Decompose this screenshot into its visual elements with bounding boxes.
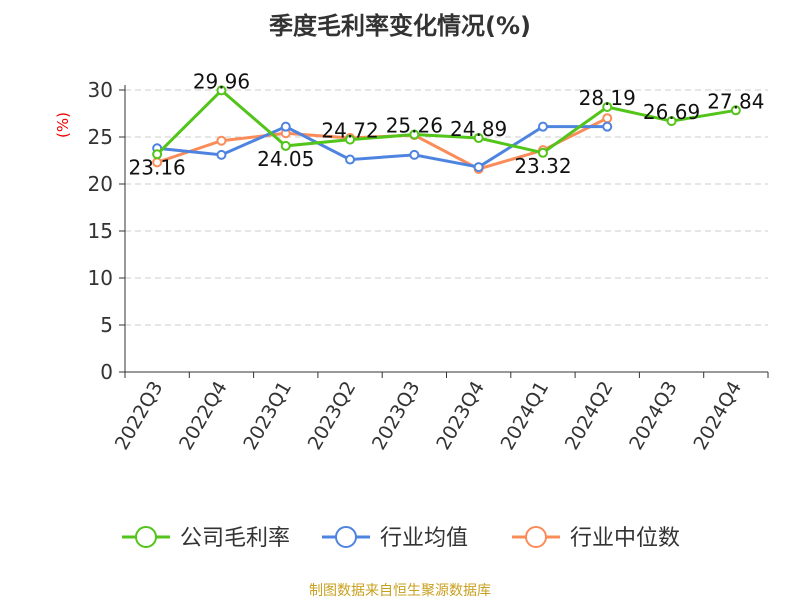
data-point — [602, 113, 613, 124]
data-point — [537, 121, 548, 132]
source-footer: 制图数据来自恒生聚源数据库 — [309, 583, 491, 599]
data-point — [537, 147, 548, 158]
data-point — [280, 121, 291, 132]
data-label: 23.16 — [129, 155, 186, 179]
data-label: 26.69 — [643, 100, 700, 124]
x-tick-label: 2023Q4 — [432, 378, 489, 454]
data-point — [473, 162, 484, 173]
data-label: 28.19 — [579, 86, 636, 110]
legend-label: 公司毛利率 — [180, 526, 290, 551]
data-label: 29.96 — [193, 69, 250, 93]
data-label: 23.32 — [514, 154, 571, 178]
x-tick-label: 2023Q2 — [304, 378, 361, 454]
x-tick-label: 2022Q4 — [175, 378, 232, 454]
data-label: 24.05 — [257, 147, 314, 171]
x-tick-label: 2023Q3 — [368, 378, 425, 454]
data-point — [152, 149, 163, 160]
data-point — [602, 121, 613, 132]
y-tick-label: 10 — [88, 266, 113, 290]
legend-label: 行业中位数 — [570, 526, 680, 551]
y-tick-label: 5 — [100, 313, 113, 337]
data-point — [666, 116, 677, 127]
chart-title: 季度毛利率变化情况(%) — [269, 12, 531, 40]
x-tick-label: 2024Q3 — [625, 378, 682, 454]
x-tick-label: 2023Q1 — [239, 378, 296, 454]
x-tick-label: 2024Q2 — [561, 378, 618, 454]
data-point — [602, 102, 613, 113]
data-point — [345, 154, 356, 165]
y-tick-label: 25 — [88, 125, 113, 149]
data-point — [216, 149, 227, 160]
series-line — [156, 125, 608, 169]
data-point — [216, 85, 227, 96]
data-point — [730, 105, 741, 116]
data-point — [216, 135, 227, 146]
y-tick-label: 20 — [88, 172, 113, 196]
series-line — [156, 88, 737, 156]
data-point — [280, 140, 291, 151]
x-tick-label: 2024Q4 — [689, 378, 746, 454]
data-point — [345, 134, 356, 145]
y-axis-label: (%) — [54, 112, 72, 138]
data-label: 24.72 — [321, 119, 378, 143]
data-point — [409, 129, 420, 140]
y-tick-label: 30 — [88, 78, 113, 102]
x-tick-label: 2022Q3 — [111, 378, 168, 454]
data-label: 24.89 — [450, 117, 507, 141]
legend-marker — [525, 526, 547, 548]
legend-label: 行业均值 — [380, 526, 468, 551]
data-label: 25.26 — [386, 114, 443, 138]
y-tick-label: 0 — [100, 360, 113, 384]
legend-marker — [135, 526, 157, 548]
x-tick-label: 2024Q1 — [497, 378, 554, 454]
data-point — [473, 133, 484, 144]
data-point — [409, 149, 420, 160]
y-tick-label: 15 — [88, 219, 113, 243]
data-label: 27.84 — [707, 89, 764, 113]
legend-marker — [335, 526, 357, 548]
